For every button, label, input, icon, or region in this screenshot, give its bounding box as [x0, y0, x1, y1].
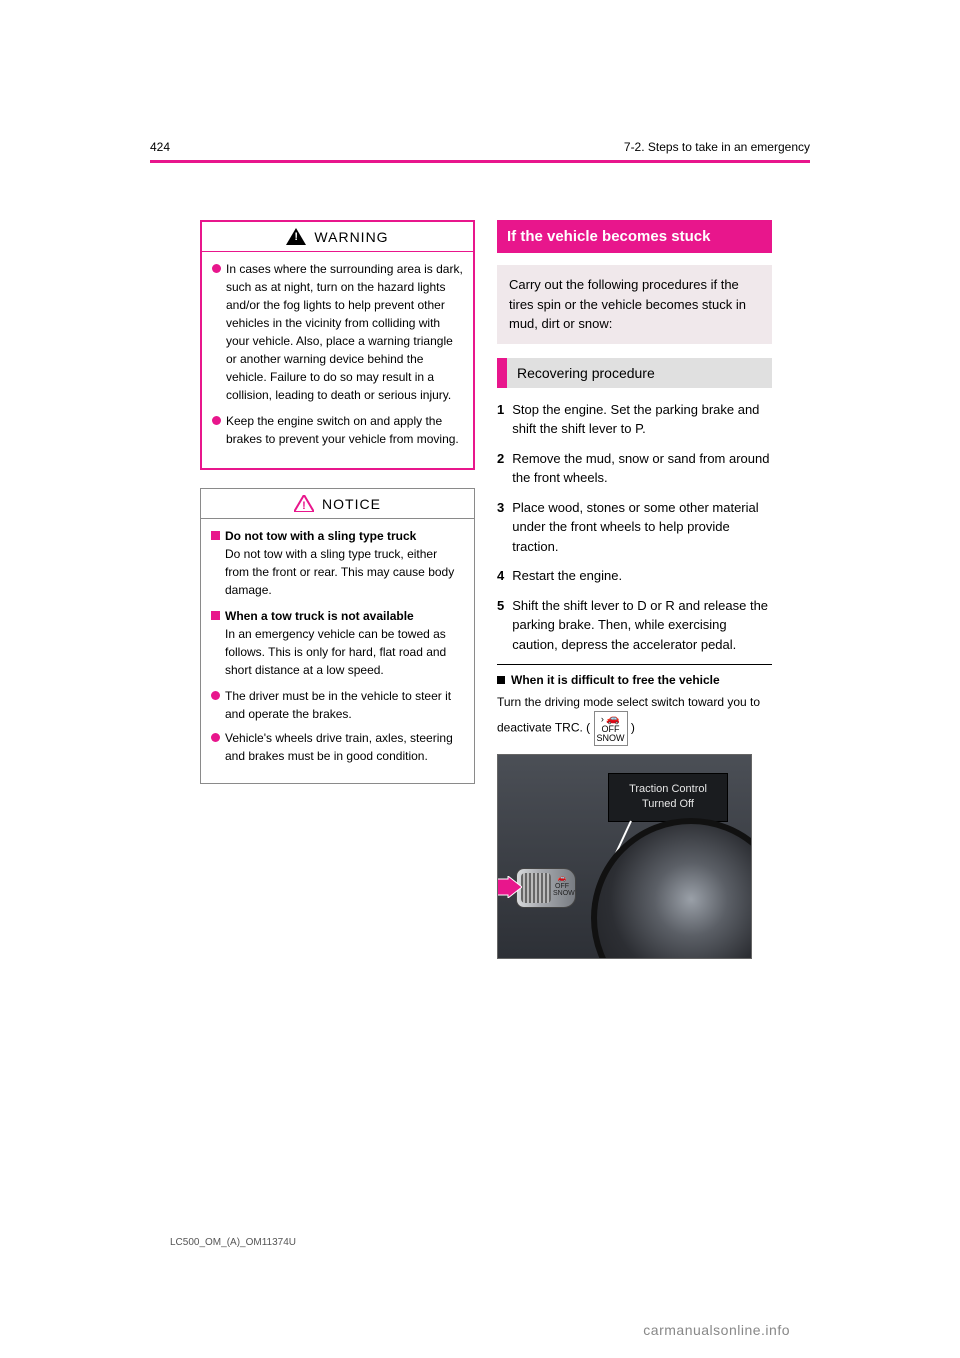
- notice-dot-text: The driver must be in the vehicle to ste…: [225, 689, 451, 721]
- notice-sq-text: Do not tow with a sling type truck, eith…: [225, 547, 454, 597]
- notice-dot-item: Vehicle's wheels drive train, axles, ste…: [211, 729, 464, 765]
- subnote-text-1: Turn the driving mode select switch towa…: [497, 695, 760, 735]
- left-column: WARNING In cases where the surrounding a…: [200, 220, 475, 959]
- warning-header: WARNING: [202, 222, 473, 252]
- warning-title: WARNING: [314, 229, 388, 245]
- bullet-icon: [212, 264, 221, 273]
- bullet-icon: [211, 733, 220, 742]
- warning-item-text: Keep the engine switch on and apply the …: [226, 414, 459, 446]
- notice-triangle-icon: !: [294, 495, 314, 512]
- section-title: 7-2. Steps to take in an emergency: [624, 140, 810, 154]
- notice-header: ! NOTICE: [201, 489, 474, 519]
- right-column: If the vehicle becomes stuck Carry out t…: [497, 220, 772, 959]
- step-text: Remove the mud, snow or sand from around…: [512, 449, 772, 488]
- notice-body: Do not tow with a sling type truck Do no…: [201, 519, 474, 783]
- bullet-icon: [211, 691, 220, 700]
- step-number: 3: [497, 498, 504, 557]
- step-item: 5 Shift the shift lever to D or R and re…: [497, 596, 772, 655]
- page-body: WARNING In cases where the surrounding a…: [200, 220, 790, 959]
- intro-box: Carry out the following procedures if th…: [497, 265, 772, 344]
- notice-box: ! NOTICE Do not tow with a sling type tr…: [200, 488, 475, 784]
- pink-arrow-icon: [497, 876, 522, 898]
- notice-dot-item: The driver must be in the vehicle to ste…: [211, 687, 464, 723]
- notice-sq-heading: Do not tow with a sling type truck: [225, 529, 416, 543]
- warning-item: Keep the engine switch on and apply the …: [212, 412, 463, 448]
- square-icon: [211, 611, 220, 620]
- notice-sq-item: When a tow truck is not available In an …: [211, 607, 464, 679]
- mode-select-knob: 🚗 OFF SNOW: [516, 868, 576, 908]
- step-item: 2 Remove the mud, snow or sand from arou…: [497, 449, 772, 488]
- step-number: 5: [497, 596, 504, 655]
- step-text: Place wood, stones or some other materia…: [512, 498, 772, 557]
- knob-icon-label: 🚗 OFF SNOW: [553, 875, 571, 898]
- steering-wheel-graphic: [591, 818, 752, 959]
- footer-code: LC500_OM_(A)_OM11374U: [170, 1237, 296, 1248]
- page-header: 424 7-2. Steps to take in an emergency: [150, 140, 810, 154]
- square-icon: [497, 676, 505, 684]
- dashboard-figure: Traction Control Turned Off 🚗 OFF SNOW: [497, 754, 752, 959]
- warning-body: In cases where the surrounding area is d…: [202, 252, 473, 468]
- knob-off-label: OFF: [553, 883, 571, 891]
- icon-label-snow: SNOW: [597, 733, 625, 743]
- bullet-icon: [212, 416, 221, 425]
- notice-dot-text: Vehicle's wheels drive train, axles, ste…: [225, 731, 453, 763]
- square-icon: [211, 531, 220, 540]
- dashboard-message-line1: Traction Control: [629, 783, 707, 795]
- notice-sq-item: Do not tow with a sling type truck Do no…: [211, 527, 464, 599]
- warning-box: WARNING In cases where the surrounding a…: [200, 220, 475, 470]
- icon-chevron: ›: [601, 714, 604, 724]
- trc-off-icon: › 🚗 OFF SNOW: [594, 711, 628, 746]
- subnote-text-2: ): [631, 721, 635, 735]
- step-number: 1: [497, 400, 504, 439]
- notice-title: NOTICE: [322, 496, 381, 512]
- step-text: Stop the engine. Set the parking brake a…: [512, 400, 772, 439]
- header-rule: [150, 160, 810, 163]
- knob-car-icon: 🚗: [553, 875, 571, 883]
- warning-triangle-icon: [286, 228, 306, 245]
- step-text: Shift the shift lever to D or R and rele…: [512, 596, 772, 655]
- step-item: 4 Restart the engine.: [497, 566, 772, 586]
- topic-heading: If the vehicle becomes stuck: [497, 220, 772, 253]
- subheading: Recovering procedure: [497, 358, 772, 388]
- step-text: Restart the engine.: [512, 566, 622, 586]
- step-item: 1 Stop the engine. Set the parking brake…: [497, 400, 772, 439]
- subnote-heading-text: When it is difficult to free the vehicle: [511, 673, 720, 687]
- step-number: 2: [497, 449, 504, 488]
- notice-sq-text: In an emergency vehicle can be towed as …: [225, 627, 446, 677]
- warning-item-text: In cases where the surrounding area is d…: [226, 262, 463, 402]
- subnote-heading: When it is difficult to free the vehicle: [497, 664, 772, 687]
- dashboard-message: Traction Control Turned Off: [608, 773, 728, 822]
- knob-snow-label: SNOW: [553, 890, 571, 898]
- svg-text:!: !: [302, 500, 306, 512]
- warning-item: In cases where the surrounding area is d…: [212, 260, 463, 404]
- dashboard-message-line2: Turned Off: [642, 798, 694, 810]
- watermark: carmanualsonline.info: [643, 1322, 790, 1338]
- step-number: 4: [497, 566, 504, 586]
- step-item: 3 Place wood, stones or some other mater…: [497, 498, 772, 557]
- notice-sq-heading: When a tow truck is not available: [225, 609, 414, 623]
- subnote-text: Turn the driving mode select switch towa…: [497, 693, 772, 746]
- page-number: 424: [150, 140, 170, 154]
